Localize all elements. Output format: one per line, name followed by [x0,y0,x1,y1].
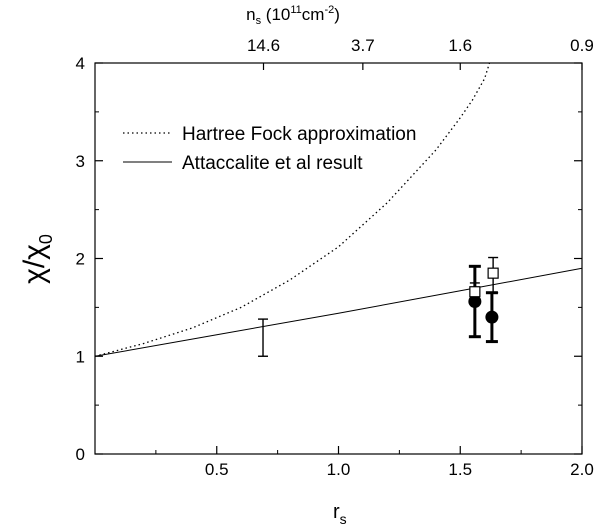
y-axis-label-sub: 0 [36,234,56,244]
x-axis-label: rs [333,501,347,527]
top-axis-label: ns (1011cm-2) [246,4,340,27]
x-axis-label-main: r [333,501,340,523]
y-axis-label-main: χ/χ [18,244,51,284]
x-axis-label-sub: s [340,511,347,527]
series-line-1 [94,267,583,357]
series-line-0 [94,62,491,357]
ticks-layer: 0.5 1.0 1.5 2.0 0 1 2 3 4 14.6 3.7 1.6 0.9 [76,36,594,479]
plot-frame [94,62,583,455]
data-point-square-2 [469,286,481,298]
top-tick-label: 1.6 [448,36,472,55]
data-point-circle-1 [485,310,499,324]
x-tick-label: 2.0 [570,460,594,479]
top-axis-label-exp: 11 [290,4,301,16]
top-axis-label-unit: cm [302,5,325,24]
x-tick-label: 0.5 [205,460,229,479]
x-tick-label: 1.0 [327,460,351,479]
x-tick-label: 1.5 [448,460,472,479]
top-axis-label-sub: s [256,15,262,27]
y-tick-label: 4 [76,54,85,73]
y-tick-label: 0 [76,445,85,464]
legend: Hartree Fock approximation Attaccalite e… [123,124,416,174]
legend-label-attaccalite: Attaccalite et al result [182,153,363,174]
top-axis-label-open: (10 [261,5,290,24]
legend-label-hartree-fock: Hartree Fock approximation [182,124,416,145]
points-layer [258,256,499,357]
top-tick-label: 14.6 [247,36,280,55]
y-axis-label: χ/χ0 [18,234,56,284]
y-tick-label: 2 [76,250,85,269]
series-layer [94,62,583,357]
top-tick-label: 3.7 [351,36,375,55]
top-axis-label-close: ) [334,5,340,24]
top-tick-label: 0.9 [570,36,594,55]
top-axis-label-unit-exp: -2 [324,4,334,16]
y-tick-label: 3 [76,152,85,171]
y-tick-label: 1 [76,347,85,366]
data-point-square-3 [487,267,499,279]
top-axis-label-n: n [246,5,255,24]
